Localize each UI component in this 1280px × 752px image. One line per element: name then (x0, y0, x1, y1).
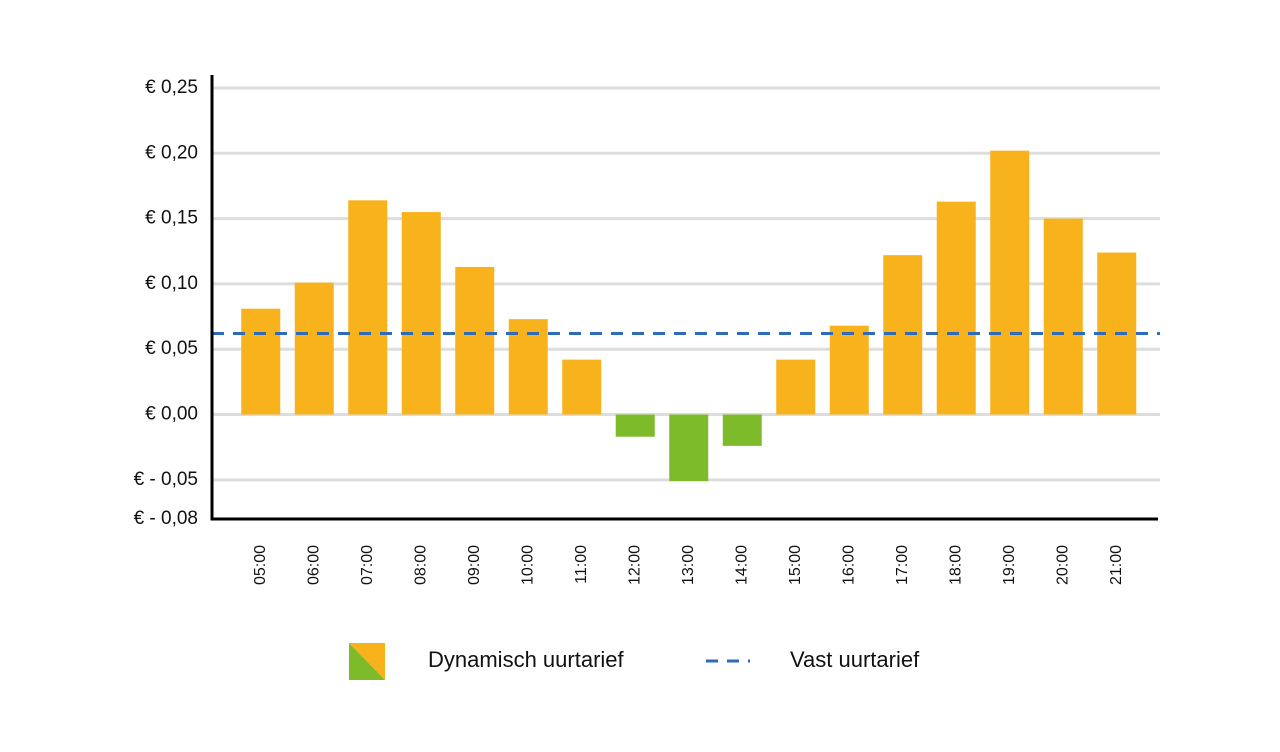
legend-label: Vast uurtarief (790, 647, 920, 672)
bar (241, 308, 281, 415)
bar (776, 359, 816, 415)
bar (562, 359, 602, 415)
x-tick-label: 12:00 (626, 545, 643, 585)
x-tick-label: 19:00 (1001, 545, 1018, 585)
bar (936, 201, 976, 415)
y-tick-label: € 0,25 (145, 77, 198, 98)
x-tick-label: 11:00 (573, 545, 590, 584)
x-tick-label: 21:00 (1108, 545, 1125, 585)
x-tick-label: 18:00 (947, 545, 964, 585)
bar (615, 414, 655, 437)
y-tick-label: € - 0,08 (134, 508, 198, 529)
y-tick-label: € 0,10 (145, 273, 198, 294)
x-tick-label: 08:00 (412, 545, 429, 585)
legend-label: Dynamisch uurtarief (428, 647, 625, 672)
bar (722, 414, 762, 446)
x-tick-label: 06:00 (305, 545, 322, 585)
x-tick-label: 09:00 (466, 545, 483, 585)
x-tick-label: 10:00 (519, 545, 536, 585)
legend-swatch (349, 643, 385, 680)
bar (294, 282, 334, 415)
bar (401, 212, 441, 415)
x-tick-label: 17:00 (894, 545, 911, 585)
bar (1043, 218, 1083, 415)
x-tick-label: 14:00 (733, 545, 750, 585)
bar (990, 150, 1030, 415)
x-tick-label: 13:00 (680, 545, 697, 585)
bar (669, 414, 709, 482)
x-tick-label: 20:00 (1054, 545, 1071, 585)
x-tick-label: 05:00 (252, 545, 269, 585)
bar (348, 200, 388, 415)
x-tick-label: 15:00 (787, 545, 804, 585)
y-tick-label: € 0,15 (145, 208, 198, 229)
x-tick-label: 16:00 (840, 545, 857, 585)
bar (829, 325, 869, 415)
bar (455, 266, 495, 415)
y-tick-label: € 0,00 (145, 404, 198, 425)
y-tick-label: € 0,05 (145, 338, 198, 359)
y-tick-label: € - 0,05 (134, 469, 198, 490)
x-tick-label: 07:00 (359, 545, 376, 585)
y-tick-label: € 0,20 (145, 142, 198, 163)
bar (508, 319, 548, 415)
